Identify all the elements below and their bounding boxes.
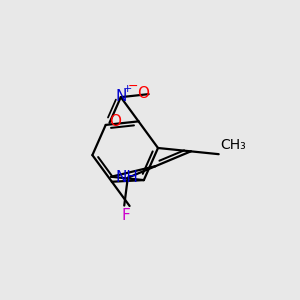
Text: O: O xyxy=(136,85,148,100)
Text: −: − xyxy=(128,80,138,93)
Text: CH₃: CH₃ xyxy=(221,138,246,152)
Text: F: F xyxy=(121,208,130,224)
Text: +: + xyxy=(123,84,133,94)
Text: NH: NH xyxy=(115,170,138,185)
Text: N: N xyxy=(115,89,127,104)
Text: O: O xyxy=(110,114,122,129)
